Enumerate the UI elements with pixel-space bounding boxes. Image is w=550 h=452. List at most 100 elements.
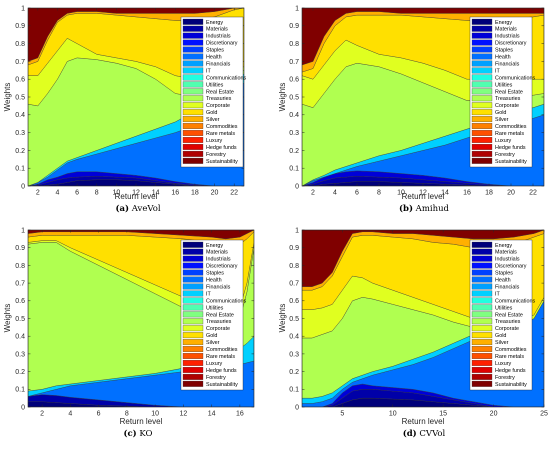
legend-swatch: [471, 255, 493, 262]
x-tick-label: 2: [40, 411, 44, 418]
legend-swatch: [471, 157, 493, 164]
legend-swatch: [182, 123, 204, 129]
y-tick-label: 0.6: [15, 77, 25, 84]
legend-label: Industrials: [206, 34, 231, 40]
legend-label: Hedge funds: [206, 368, 237, 374]
legend-swatch: [182, 248, 204, 255]
legend-swatch: [182, 25, 204, 32]
legend-label: Sustainability: [495, 159, 527, 165]
y-tick-label: 0.1: [289, 166, 299, 173]
legend-label: IT: [206, 291, 211, 297]
legend-swatch: [471, 353, 493, 359]
legend-swatch: [182, 143, 204, 150]
y-tick-label: 0.2: [15, 148, 25, 155]
x-tick-label: 4: [68, 411, 72, 418]
y-tick-label: 0.7: [289, 281, 299, 288]
legend-label: Communications: [206, 298, 246, 304]
y-tick-label: 0.3: [15, 351, 25, 358]
legend-label: Energy: [495, 20, 512, 26]
legend-label: Staples: [495, 271, 513, 277]
legend-label: Corporate: [206, 103, 230, 109]
legend-swatch: [471, 102, 493, 109]
legend-label: Financials: [495, 284, 520, 290]
legend-label: Rare metals: [206, 354, 235, 360]
x-tick-label: 22: [529, 190, 537, 197]
legend-swatch: [182, 332, 204, 339]
y-tick-label: 0.8: [15, 263, 25, 270]
y-tick-label: 0.9: [15, 23, 25, 30]
legend-swatch: [182, 373, 204, 380]
legend-swatch: [471, 318, 493, 325]
legend-label: Utilities: [495, 305, 513, 311]
legend-swatch: [182, 353, 204, 359]
legend-label: Luxury: [495, 361, 511, 367]
legend-label: IT: [495, 68, 500, 74]
legend-swatch: [471, 25, 493, 32]
x-tick-label: 18: [191, 190, 199, 197]
legend-label: Health: [495, 55, 511, 61]
legend-swatch: [471, 32, 493, 39]
y-tick-label: 0.7: [289, 59, 299, 66]
y-tick-label: 0: [21, 404, 25, 411]
x-tick-label: 10: [151, 411, 159, 418]
y-axis-label: Weights: [278, 83, 287, 112]
legend-label: Utilities: [206, 305, 224, 311]
legend-swatch: [182, 339, 204, 346]
legend-swatch: [182, 360, 204, 366]
legend-swatch: [182, 137, 204, 143]
x-tick-label: 10: [397, 190, 405, 197]
y-tick-label: 0.8: [15, 41, 25, 48]
legend-swatch: [182, 297, 204, 304]
chart-panel-1: 00.10.20.30.40.50.60.70.80.912 4 6 8 10 12 14 1…: [3, 5, 246, 214]
y-tick-label: 0.9: [289, 245, 299, 252]
legend-label: Silver: [495, 117, 509, 123]
x-tick-label: 20: [490, 411, 498, 418]
legend-swatch: [471, 290, 493, 297]
legend-swatch: [182, 318, 204, 325]
x-tick-label: 25: [540, 411, 548, 418]
x-tick-label: 6: [97, 411, 101, 418]
y-tick-label: 0.9: [15, 245, 25, 252]
legend-label: Commodities: [495, 124, 527, 130]
legend-swatch: [471, 269, 493, 276]
y-tick-label: 0: [295, 183, 299, 190]
legend-swatch: [182, 325, 204, 332]
legend-swatch: [471, 373, 493, 380]
legend-swatch: [471, 109, 493, 116]
legend-swatch: [471, 95, 493, 102]
legend-label: Rare metals: [206, 131, 235, 137]
legend-label: Staples: [206, 271, 224, 277]
y-tick-label: 0.6: [289, 77, 299, 84]
legend-swatch: [182, 283, 204, 290]
legend: EnergyMaterialsIndustrialsDiscretionaryS…: [180, 239, 246, 391]
y-axis-label: Weights: [278, 304, 287, 333]
legend-swatch: [471, 150, 493, 157]
x-tick-label: 12: [132, 190, 140, 197]
y-tick-label: 1: [295, 227, 299, 234]
x-tick-label: 8: [125, 411, 129, 418]
legend-label: Corporate: [495, 326, 519, 332]
x-tick-label: 6: [355, 190, 359, 197]
legend-swatch: [182, 46, 204, 53]
legend-swatch: [182, 346, 204, 352]
legend-swatch: [471, 262, 493, 269]
legend: EnergyMaterialsIndustrialsDiscretionaryS…: [180, 16, 246, 168]
y-tick-label: 0.1: [15, 387, 25, 394]
x-tick-label: 12: [179, 411, 187, 418]
legend-swatch: [471, 346, 493, 352]
legend-label: Luxury: [206, 138, 222, 144]
legend-label: Gold: [495, 333, 506, 339]
legend-swatch: [182, 290, 204, 297]
x-tick-label: 14: [208, 411, 216, 418]
legend-swatch: [182, 53, 204, 60]
x-tick-label: 14: [441, 190, 449, 197]
x-tick-label: 8: [377, 190, 381, 197]
y-tick-label: 0.4: [15, 112, 25, 119]
y-tick-label: 0.2: [289, 148, 299, 155]
y-tick-label: 0.3: [289, 351, 299, 358]
legend-label: Industrials: [495, 34, 520, 40]
y-tick-label: 0.3: [289, 130, 299, 137]
legend-swatch: [471, 116, 493, 123]
legend-swatch: [182, 366, 204, 373]
x-tick-label: 10: [389, 411, 397, 418]
